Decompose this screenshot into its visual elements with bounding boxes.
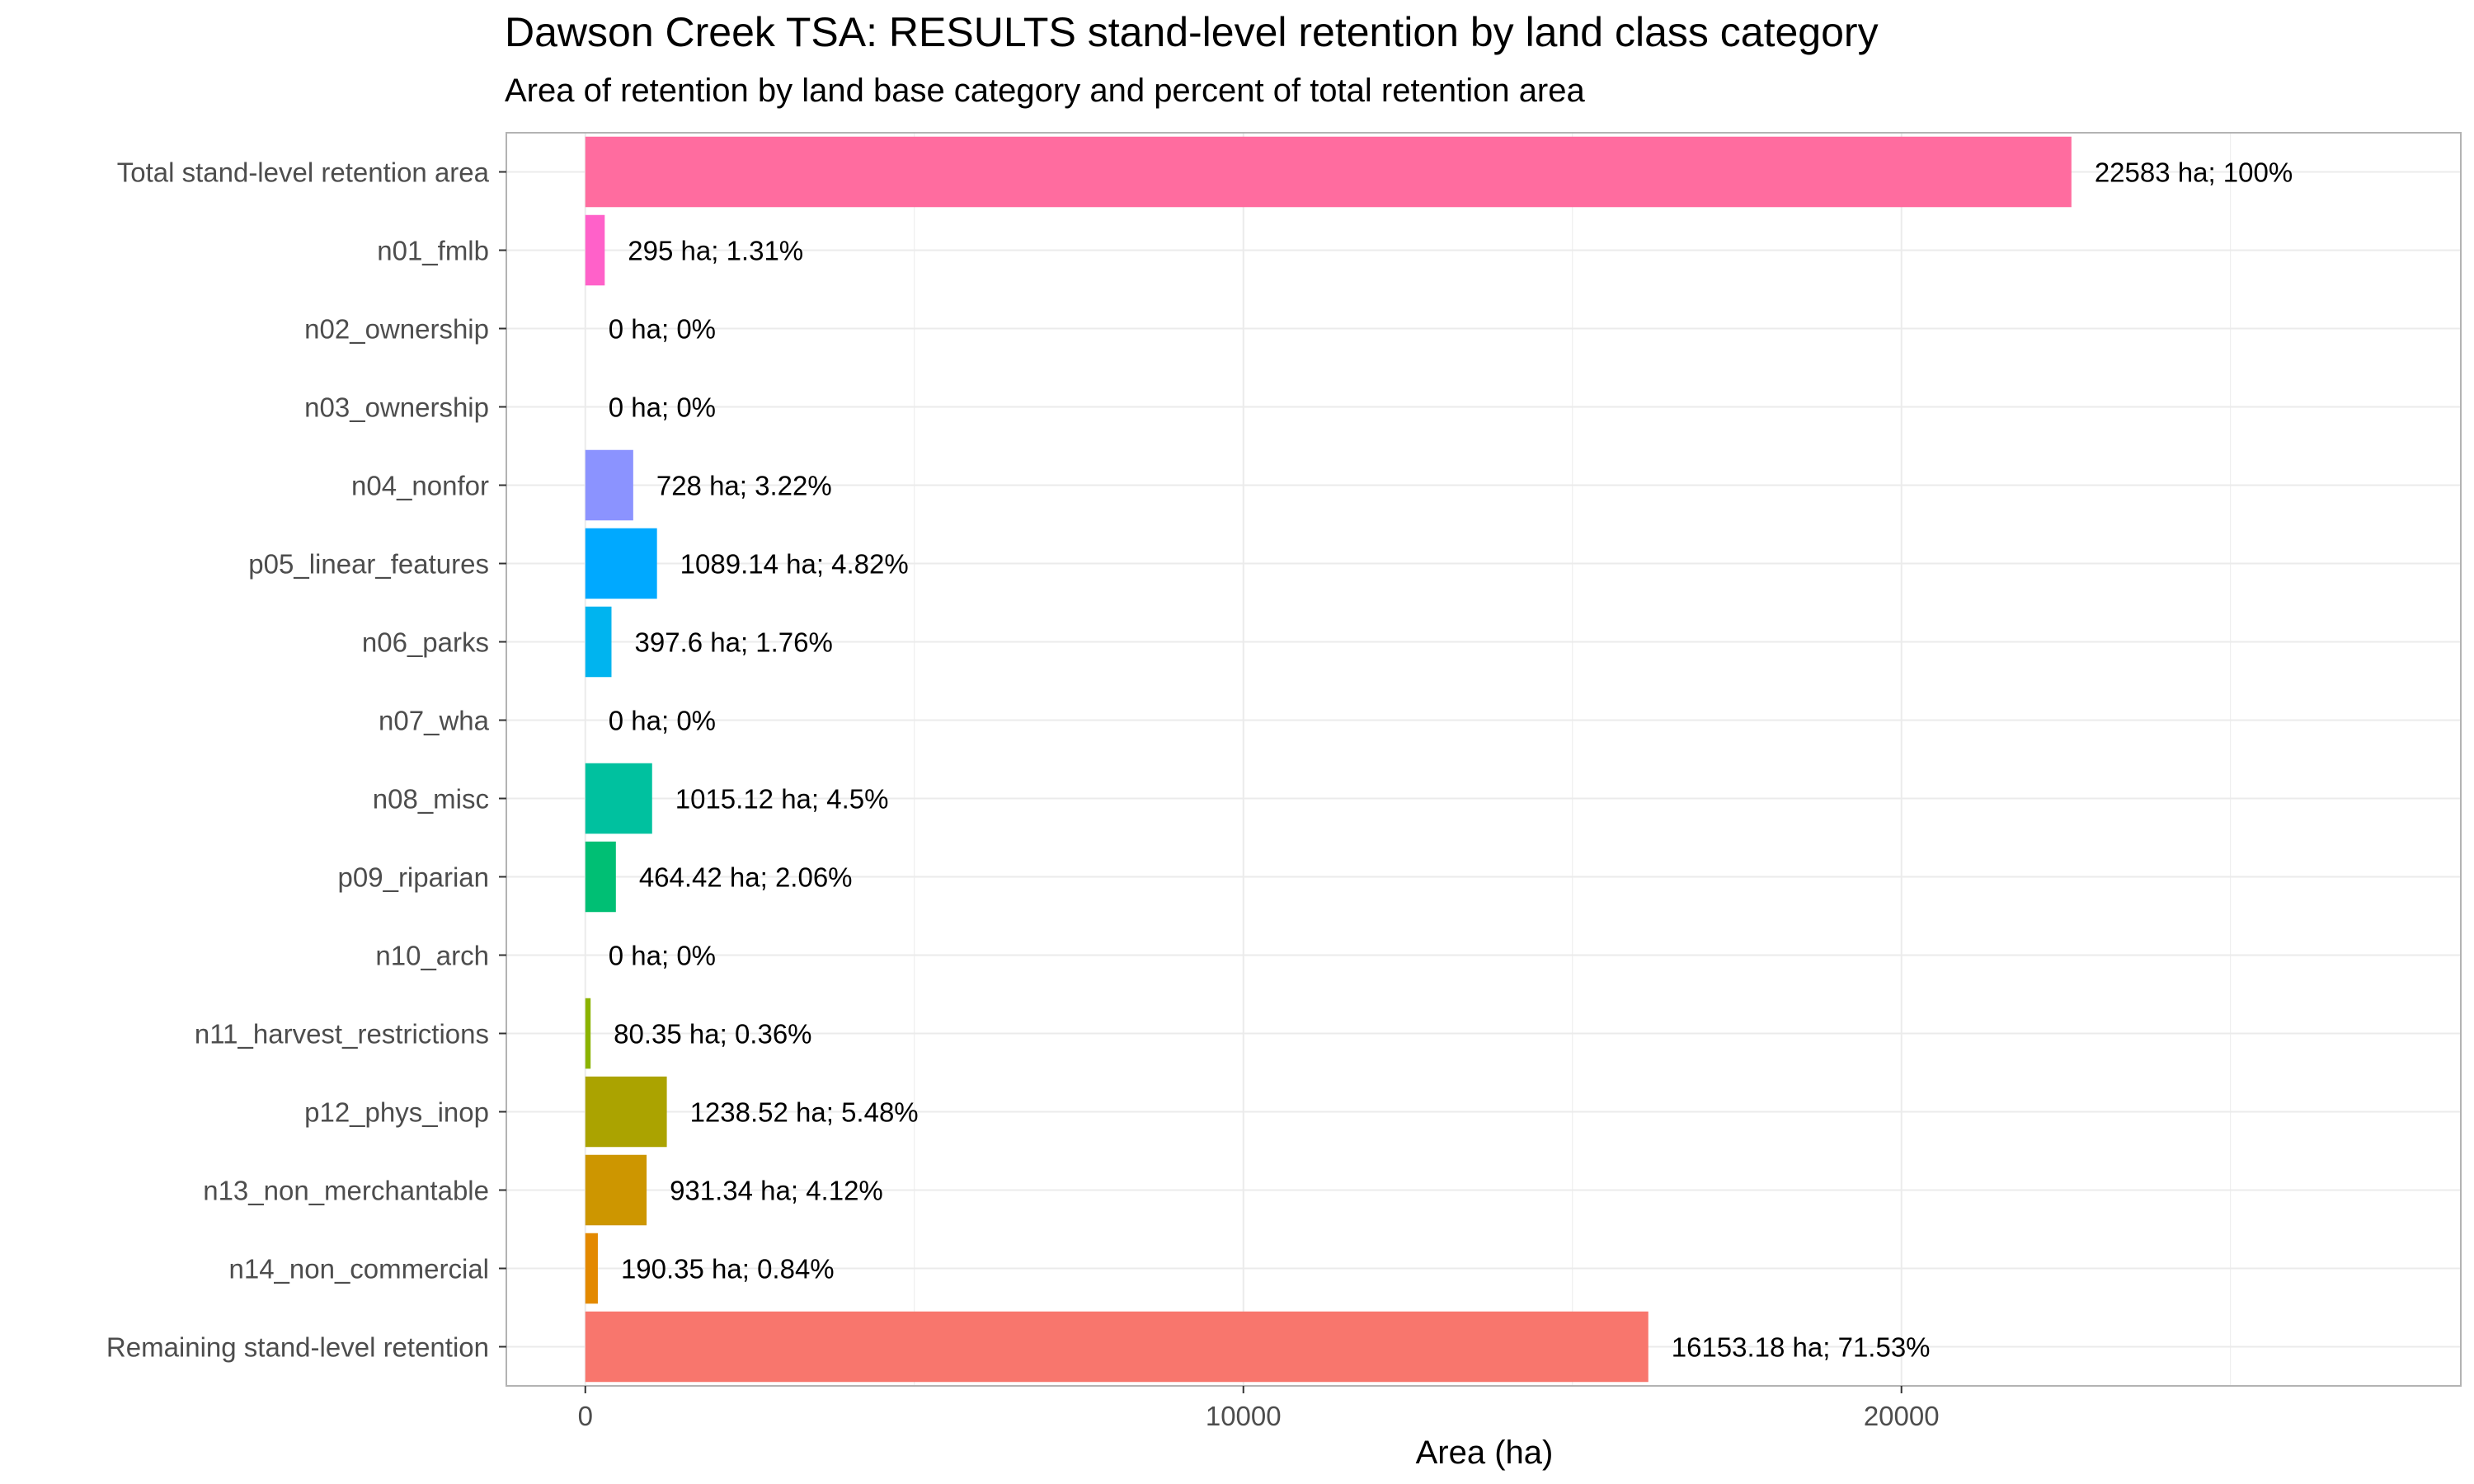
data-label: 16153.18 ha; 71.53% [1672, 1332, 1931, 1363]
y-tick-label: p05_linear_features [248, 549, 489, 580]
bar [585, 449, 633, 521]
data-label: 0 ha; 0% [609, 941, 716, 971]
bar [585, 1076, 667, 1148]
data-label: 1089.14 ha; 4.82% [680, 549, 909, 580]
y-tick-label: n04_nonfor [351, 471, 489, 501]
y-tick-label: Remaining stand-level retention [106, 1332, 489, 1363]
data-label: 397.6 ha; 1.76% [634, 627, 832, 658]
y-tick-label: n03_ownership [304, 392, 489, 423]
y-tick-label: n06_parks [362, 627, 489, 658]
bar [585, 1154, 647, 1226]
y-tick-label: n01_fmlb [377, 236, 489, 266]
plot-panel-border [506, 132, 2462, 1387]
y-tick-label: n02_ownership [304, 314, 489, 345]
data-label: 931.34 ha; 4.12% [670, 1176, 883, 1206]
data-label: 464.42 ha; 2.06% [639, 862, 853, 893]
data-label: 0 ha; 0% [609, 314, 716, 345]
bar [585, 763, 652, 834]
bars [585, 136, 2072, 1383]
data-label: 80.35 ha; 0.36% [614, 1019, 811, 1050]
y-tick-label: n08_misc [373, 784, 489, 815]
bar [585, 998, 591, 1069]
data-label: 295 ha; 1.31% [628, 236, 803, 266]
y-tick-label: p09_riparian [338, 862, 489, 893]
data-label: 0 ha; 0% [609, 392, 716, 423]
data-labels: 22583 ha; 100% 295 ha; 1.31% 0 ha; 0% 0 ha;… [609, 157, 2293, 1363]
data-label: 22583 ha; 100% [2095, 157, 2293, 188]
y-tick-label: n11_harvest_restrictions [195, 1019, 489, 1050]
bar [585, 528, 657, 599]
x-tick-label: 0 [578, 1401, 593, 1431]
chart-subtitle: Area of retention by land base category … [505, 73, 1585, 109]
y-tick-label: n07_wha [379, 706, 490, 736]
y-tick-label: n14_non_commercial [228, 1254, 489, 1284]
data-label: 1238.52 ha; 5.48% [690, 1097, 919, 1128]
bar [585, 606, 612, 678]
chart-title: Dawson Creek TSA: RESULTS stand-level re… [505, 9, 1879, 55]
y-tick-label: Total stand-level retention area [117, 157, 490, 188]
bar [585, 841, 616, 913]
bar [585, 214, 605, 286]
x-axis-tick-labels: 0 10000 20000 [578, 1386, 1940, 1431]
x-axis-title: Area (ha) [1416, 1435, 1554, 1471]
y-tick-label: p12_phys_inop [304, 1097, 489, 1128]
plot-panel-background [506, 133, 2461, 1386]
y-tick-label: n10_arch [375, 941, 489, 971]
y-axis-tick-labels: Total stand-level retention area n01_fmlb… [106, 157, 506, 1363]
x-tick-label: 10000 [1206, 1401, 1282, 1431]
bar [585, 136, 2072, 208]
x-tick-label: 20000 [1864, 1401, 1940, 1431]
bar [585, 1233, 598, 1304]
data-label: 1015.12 ha; 4.5% [675, 784, 889, 815]
data-label: 0 ha; 0% [609, 706, 716, 736]
data-label: 190.35 ha; 0.84% [621, 1254, 835, 1284]
y-tick-label: n13_non_merchantable [203, 1176, 489, 1206]
data-label: 728 ha; 3.22% [656, 471, 832, 501]
bar [585, 1311, 1649, 1383]
